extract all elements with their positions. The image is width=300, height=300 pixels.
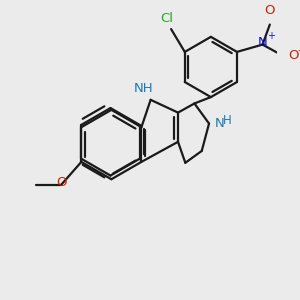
Text: O: O — [288, 49, 298, 62]
Text: N: N — [258, 36, 267, 49]
Text: Cl: Cl — [160, 12, 173, 26]
Text: O: O — [265, 4, 275, 17]
Text: O: O — [56, 176, 67, 189]
Text: H: H — [223, 114, 232, 127]
Text: +: + — [267, 32, 275, 41]
Text: N: N — [214, 117, 224, 130]
Text: NH: NH — [134, 82, 153, 95]
Text: -: - — [297, 45, 300, 55]
